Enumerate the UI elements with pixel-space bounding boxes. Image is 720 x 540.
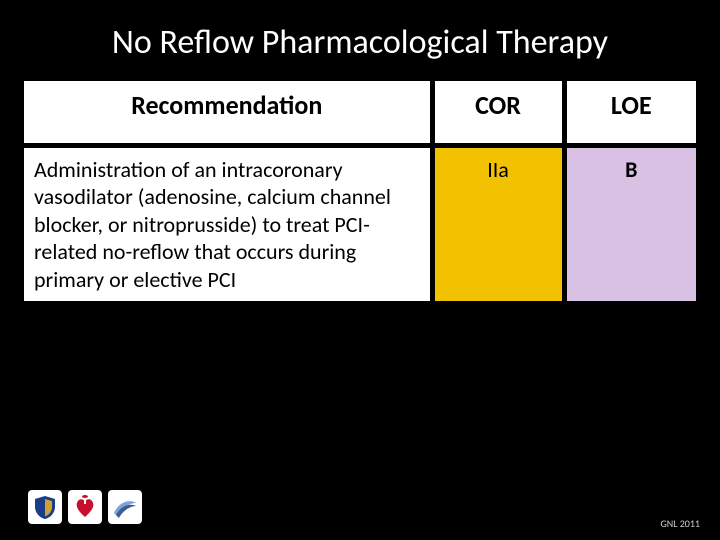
col-header-loe: LOE	[564, 81, 696, 145]
aha-logo-icon	[68, 490, 102, 524]
cell-cor: IIa	[432, 145, 564, 301]
col-header-recommendation: Recommendation	[24, 81, 432, 145]
recommendation-table: Recommendation COR LOE Administration of…	[24, 81, 696, 301]
cell-loe: B	[564, 145, 696, 301]
footer-logos	[28, 490, 142, 524]
scai-logo-icon	[108, 490, 142, 524]
col-header-cor: COR	[432, 81, 564, 145]
acc-logo-icon	[28, 490, 62, 524]
table-header-row: Recommendation COR LOE	[24, 81, 696, 145]
page-title: No Reflow Pharmacological Therapy	[0, 0, 720, 81]
cell-recommendation: Administration of an intracoronary vasod…	[24, 145, 432, 301]
citation-text: GNL 2011	[660, 517, 700, 530]
table-row: Administration of an intracoronary vasod…	[24, 145, 696, 301]
